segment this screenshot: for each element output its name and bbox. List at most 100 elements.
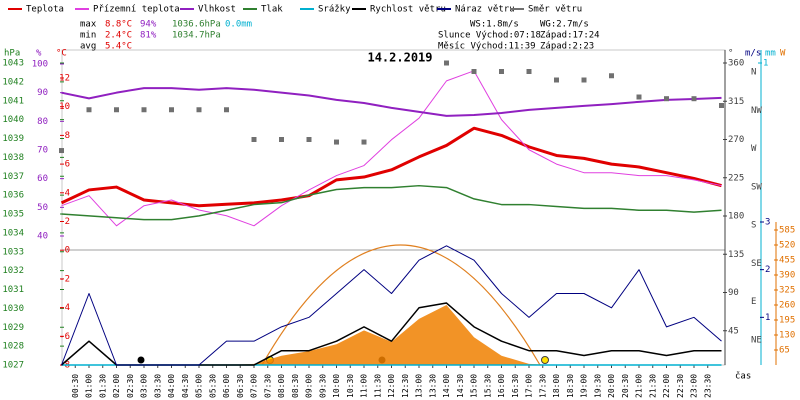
info-text: Měsíc Východ:11:39 <box>438 42 536 52</box>
sunset-marker <box>541 356 549 364</box>
direction-point <box>306 137 312 142</box>
x-tick-label: 09:30 <box>318 374 327 398</box>
axis-unit: °C <box>56 49 67 59</box>
info-text: WG:2.7m/s <box>540 20 589 30</box>
x-tick-label: 07:30 <box>263 374 272 398</box>
y-tick-label: 585 <box>779 226 795 236</box>
x-tick-label: 12:00 <box>387 374 396 398</box>
x-tick-label: 12:30 <box>401 374 410 398</box>
direction-point <box>609 73 614 79</box>
info-text: Slunce Východ:07:18 <box>438 31 541 41</box>
series-line <box>61 184 722 221</box>
x-tick-label: 04:00 <box>167 374 176 398</box>
legend-label: Teplota <box>26 5 64 15</box>
axis-unit: hPa <box>4 49 20 59</box>
stat-label: min <box>80 31 96 41</box>
x-tick-label: 21:00 <box>635 374 644 398</box>
y-tick-label: 2 <box>765 265 770 275</box>
y-tick-label: 270 <box>728 135 744 145</box>
legend-label: Srážky <box>318 5 351 15</box>
info-text: Západ:17:24 <box>540 31 600 41</box>
y-tick-label: 1030 <box>2 304 24 314</box>
y-tick-label: 90 <box>728 288 739 298</box>
x-tick-label: 05:30 <box>208 374 217 398</box>
x-tick-label: 05:00 <box>195 374 204 398</box>
x-tick-label: 10:00 <box>332 374 341 398</box>
stat-label: max <box>80 20 97 30</box>
x-tick-label: 16:30 <box>511 374 520 398</box>
x-tick-label: 13:30 <box>428 374 437 398</box>
y-tick-label: 3 <box>765 218 770 228</box>
stat-value: 2.4°C <box>105 31 132 41</box>
stat-value: 0.0mm <box>225 20 252 30</box>
x-tick-label: 18:00 <box>552 374 561 398</box>
x-axis-label: čas <box>735 371 751 382</box>
y-tick-label: 195 <box>779 316 795 326</box>
direction-point <box>86 107 92 113</box>
direction-point <box>141 107 147 113</box>
y-tick-label: 180 <box>728 212 744 222</box>
direction-point <box>279 137 284 142</box>
axis-unit: % <box>36 49 42 59</box>
direction-point <box>581 77 587 83</box>
direction-point <box>251 137 257 142</box>
x-tick-label: 02:00 <box>112 374 121 398</box>
series-line <box>61 70 722 227</box>
series-line <box>61 87 722 117</box>
y-tick-label: 1037 <box>2 172 24 182</box>
sun-path <box>261 244 541 366</box>
x-tick-label: 07:00 <box>250 374 259 398</box>
x-tick-label: 09:00 <box>305 374 314 398</box>
direction-point <box>554 77 559 83</box>
x-tick-label: 14:30 <box>456 374 465 398</box>
x-tick-label: 10:30 <box>346 374 355 398</box>
x-tick-label: 02:30 <box>126 374 135 398</box>
compass-label: N <box>751 68 756 78</box>
x-tick-label: 06:30 <box>236 374 245 398</box>
y-tick-label: 6 <box>65 160 70 170</box>
y-tick-label: 80 <box>37 117 48 127</box>
y-tick-label: -4 <box>59 303 70 313</box>
y-tick-label: 10 <box>59 102 70 112</box>
y-tick-label: 360 <box>728 59 744 69</box>
y-tick-label: 1042 <box>2 77 24 87</box>
stat-value: 1036.6hPa <box>172 20 221 30</box>
y-tick-label: 100 <box>32 60 48 70</box>
y-tick-label: 1043 <box>2 59 24 69</box>
y-tick-label: -6 <box>59 332 70 342</box>
direction-point <box>196 107 202 113</box>
x-tick-label: 00:30 <box>71 374 80 398</box>
x-tick-label: 20:00 <box>607 374 616 398</box>
x-tick-label: 01:00 <box>85 374 94 398</box>
x-tick-label: 20:30 <box>621 374 630 398</box>
x-tick-label: 06:00 <box>222 374 231 398</box>
direction-point <box>636 94 642 100</box>
info-text: WS:1.8m/s <box>470 20 519 30</box>
direction-point <box>526 69 532 74</box>
direction-point <box>169 107 174 113</box>
moonset-marker <box>137 356 145 364</box>
x-tick-label: 14:00 <box>442 374 451 398</box>
series-line <box>61 245 722 366</box>
y-tick-label: 135 <box>728 250 744 260</box>
direction-point <box>224 107 229 113</box>
y-tick-label: 1 <box>765 313 770 323</box>
x-tick-label: 04:30 <box>181 374 190 398</box>
legend-label: Rychlost větru <box>370 5 446 15</box>
y-tick-label: 520 <box>779 241 795 251</box>
y-tick-label: 1027 <box>2 361 24 371</box>
y-tick-label: 1029 <box>2 323 24 333</box>
axis-unit: ° <box>728 49 733 59</box>
x-tick-label: 21:30 <box>648 374 657 398</box>
x-tick-label: 19:00 <box>580 374 589 398</box>
x-tick-label: 16:00 <box>497 374 506 398</box>
y-tick-label: 50 <box>37 203 48 213</box>
compass-label: SW <box>751 182 762 192</box>
compass-label: E <box>751 297 756 307</box>
direction-point <box>361 139 367 145</box>
y-tick-label: 12 <box>59 74 70 84</box>
y-tick-label: 1039 <box>2 134 24 144</box>
